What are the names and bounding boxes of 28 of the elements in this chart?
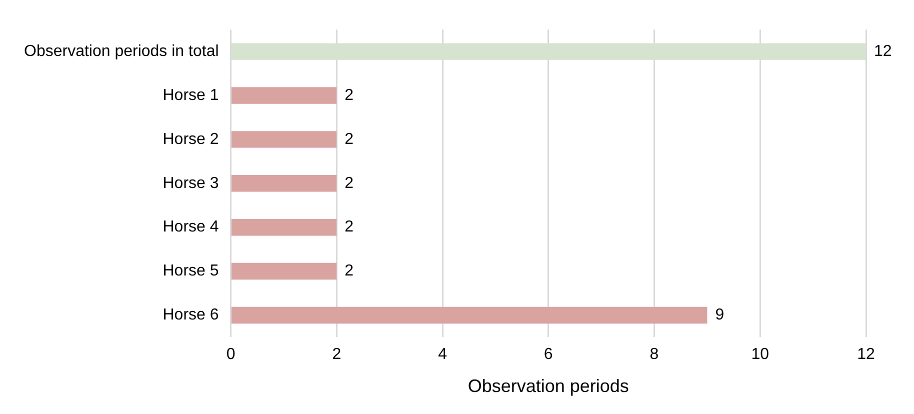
bar [232, 306, 708, 324]
x-tick-label: 4 [438, 346, 448, 364]
bar [232, 262, 337, 280]
x-tick-label: 0 [226, 346, 236, 364]
x-axis-title: Observation periods [468, 376, 629, 396]
data-label: 2 [344, 262, 354, 280]
x-tick-label: 2 [332, 346, 342, 364]
x-tick-label: 8 [650, 346, 659, 364]
y-tick-label: Horse 2 [162, 130, 219, 148]
bar [232, 175, 337, 192]
y-tick-label: Horse 1 [162, 86, 219, 104]
y-tick-label: Horse 3 [162, 174, 219, 192]
data-label: 2 [344, 174, 354, 192]
data-label: 12 [874, 42, 892, 60]
data-label: 2 [344, 218, 354, 236]
bar [232, 131, 337, 148]
y-tick-label: Horse 4 [162, 218, 219, 236]
data-label: 9 [715, 306, 724, 324]
y-tick-label: Horse 6 [162, 306, 219, 324]
data-label: 2 [344, 130, 354, 148]
y-tick-label: Horse 5 [162, 262, 219, 280]
y-tick-label: Observation periods in total [24, 42, 219, 60]
x-tick-label: 10 [751, 346, 770, 364]
bar [232, 87, 337, 104]
data-label: 2 [344, 86, 354, 104]
x-tick-label: 6 [544, 346, 553, 364]
bar [232, 218, 337, 236]
x-tick-label: 12 [857, 346, 875, 364]
